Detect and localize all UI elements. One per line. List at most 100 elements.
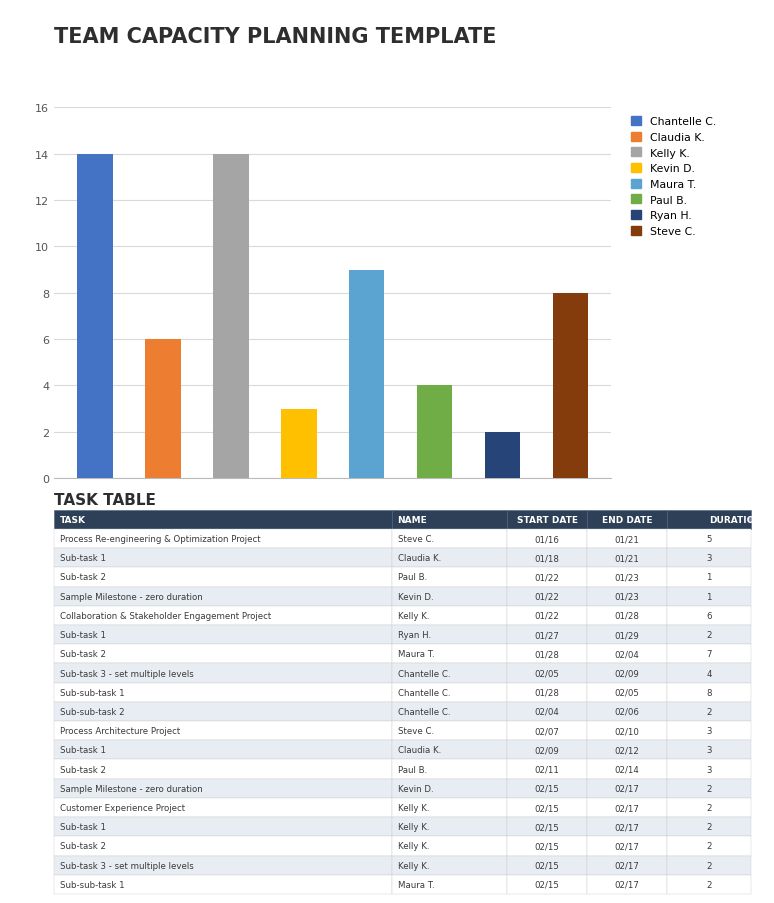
Text: 3: 3 (706, 765, 712, 774)
FancyBboxPatch shape (392, 568, 507, 587)
Text: Process Re-engineering & Optimization Project: Process Re-engineering & Optimization Pr… (60, 535, 260, 544)
Text: 01/23: 01/23 (615, 592, 639, 601)
Text: 02/17: 02/17 (615, 823, 639, 832)
FancyBboxPatch shape (54, 683, 392, 703)
FancyBboxPatch shape (507, 759, 587, 778)
FancyBboxPatch shape (507, 664, 587, 683)
FancyBboxPatch shape (54, 817, 392, 836)
Text: 2: 2 (706, 823, 712, 832)
FancyBboxPatch shape (667, 759, 751, 778)
Text: 01/18: 01/18 (535, 554, 560, 563)
FancyBboxPatch shape (587, 664, 667, 683)
Text: Sample Milestone - zero duration: Sample Milestone - zero duration (60, 784, 203, 793)
Text: Sub-task 2: Sub-task 2 (60, 765, 106, 774)
Text: Customer Experience Project: Customer Experience Project (60, 803, 185, 812)
Text: Kevin D.: Kevin D. (398, 592, 433, 601)
Text: 7: 7 (706, 649, 712, 658)
FancyBboxPatch shape (587, 625, 667, 645)
Text: Chantelle C.: Chantelle C. (398, 688, 450, 697)
FancyBboxPatch shape (587, 587, 667, 606)
FancyBboxPatch shape (587, 548, 667, 568)
Text: 1: 1 (706, 573, 712, 582)
FancyBboxPatch shape (507, 721, 587, 740)
Text: Sub-sub-task 2: Sub-sub-task 2 (60, 707, 125, 716)
FancyBboxPatch shape (507, 510, 587, 529)
FancyBboxPatch shape (667, 606, 751, 625)
Text: 01/23: 01/23 (615, 573, 639, 582)
FancyBboxPatch shape (507, 568, 587, 587)
Text: Sub-task 1: Sub-task 1 (60, 823, 106, 832)
Text: 02/15: 02/15 (535, 784, 560, 793)
Text: 02/11: 02/11 (535, 765, 560, 774)
FancyBboxPatch shape (667, 568, 751, 587)
Text: 2: 2 (706, 861, 712, 870)
FancyBboxPatch shape (54, 740, 392, 759)
Text: 2: 2 (706, 842, 712, 851)
FancyBboxPatch shape (392, 875, 507, 894)
Text: Maura T.: Maura T. (398, 880, 434, 889)
Text: START DATE: START DATE (516, 516, 577, 525)
Text: Sub-task 3 - set multiple levels: Sub-task 3 - set multiple levels (60, 861, 194, 870)
FancyBboxPatch shape (667, 548, 751, 568)
Text: 01/27: 01/27 (535, 630, 560, 639)
FancyBboxPatch shape (587, 856, 667, 875)
Text: Sub-task 1: Sub-task 1 (60, 746, 106, 755)
Text: Claudia K.: Claudia K. (398, 746, 441, 755)
FancyBboxPatch shape (54, 836, 392, 856)
FancyBboxPatch shape (587, 798, 667, 817)
Text: 8: 8 (706, 688, 712, 697)
FancyBboxPatch shape (507, 817, 587, 836)
FancyBboxPatch shape (507, 625, 587, 645)
FancyBboxPatch shape (587, 568, 667, 587)
Text: 02/17: 02/17 (615, 784, 639, 793)
Text: 02/17: 02/17 (615, 842, 639, 851)
FancyBboxPatch shape (667, 836, 751, 856)
FancyBboxPatch shape (667, 587, 751, 606)
Text: TASK: TASK (60, 516, 86, 525)
FancyBboxPatch shape (392, 703, 507, 721)
Text: 3: 3 (706, 746, 712, 755)
Bar (213, 154, 248, 479)
FancyBboxPatch shape (392, 510, 507, 529)
Text: Sub-task 3 - set multiple levels: Sub-task 3 - set multiple levels (60, 669, 194, 678)
FancyBboxPatch shape (587, 606, 667, 625)
Text: 01/22: 01/22 (535, 592, 560, 601)
FancyBboxPatch shape (587, 778, 667, 798)
FancyBboxPatch shape (392, 606, 507, 625)
FancyBboxPatch shape (587, 740, 667, 759)
Text: 02/17: 02/17 (615, 803, 639, 812)
Text: 01/22: 01/22 (535, 573, 560, 582)
Text: 3: 3 (706, 554, 712, 563)
Bar (349, 270, 385, 479)
Text: 01/22: 01/22 (535, 611, 560, 620)
FancyBboxPatch shape (54, 703, 392, 721)
FancyBboxPatch shape (507, 587, 587, 606)
Text: 02/04: 02/04 (615, 649, 639, 658)
Text: Process Architecture Project: Process Architecture Project (60, 726, 180, 735)
FancyBboxPatch shape (392, 664, 507, 683)
FancyBboxPatch shape (507, 529, 587, 548)
Text: Paul B.: Paul B. (398, 765, 426, 774)
FancyBboxPatch shape (54, 798, 392, 817)
Text: 02/09: 02/09 (535, 746, 560, 755)
Text: 02/15: 02/15 (535, 842, 560, 851)
Bar (281, 409, 317, 479)
FancyBboxPatch shape (392, 625, 507, 645)
FancyBboxPatch shape (667, 645, 751, 664)
Text: Sub-task 1: Sub-task 1 (60, 630, 106, 639)
Text: 02/14: 02/14 (615, 765, 639, 774)
FancyBboxPatch shape (392, 645, 507, 664)
FancyBboxPatch shape (54, 625, 392, 645)
FancyBboxPatch shape (667, 529, 751, 548)
Text: 01/21: 01/21 (615, 535, 639, 544)
Text: 01/29: 01/29 (615, 630, 639, 639)
FancyBboxPatch shape (667, 798, 751, 817)
FancyBboxPatch shape (54, 606, 392, 625)
FancyBboxPatch shape (587, 510, 667, 529)
Text: 2: 2 (706, 707, 712, 716)
Text: Kelly K.: Kelly K. (398, 861, 429, 870)
FancyBboxPatch shape (587, 759, 667, 778)
FancyBboxPatch shape (392, 856, 507, 875)
FancyBboxPatch shape (392, 529, 507, 548)
FancyBboxPatch shape (587, 703, 667, 721)
